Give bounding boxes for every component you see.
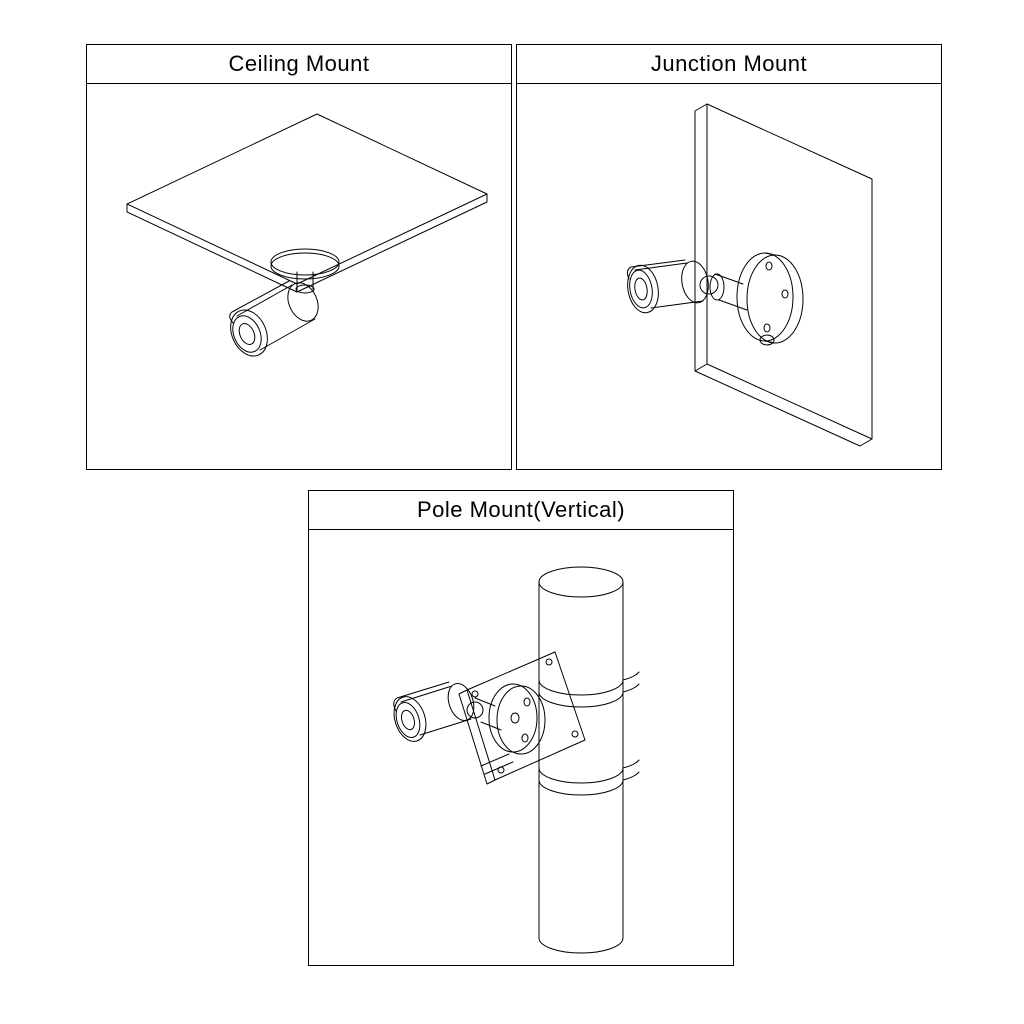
- diagram-canvas: Ceiling Mount: [0, 0, 1024, 1024]
- panel-ceiling-body: [87, 84, 511, 470]
- pole-mount-drawing: [309, 530, 733, 966]
- panel-ceiling: Ceiling Mount: [86, 44, 512, 470]
- panel-pole-title: Pole Mount(Vertical): [309, 491, 733, 530]
- panel-pole-body: [309, 530, 733, 966]
- ceiling-mount-drawing: [87, 84, 511, 470]
- panel-pole: Pole Mount(Vertical): [308, 490, 734, 966]
- panel-junction: Junction Mount: [516, 44, 942, 470]
- panel-junction-title: Junction Mount: [517, 45, 941, 84]
- panel-junction-body: [517, 84, 941, 470]
- panel-ceiling-title: Ceiling Mount: [87, 45, 511, 84]
- junction-mount-drawing: [517, 84, 941, 470]
